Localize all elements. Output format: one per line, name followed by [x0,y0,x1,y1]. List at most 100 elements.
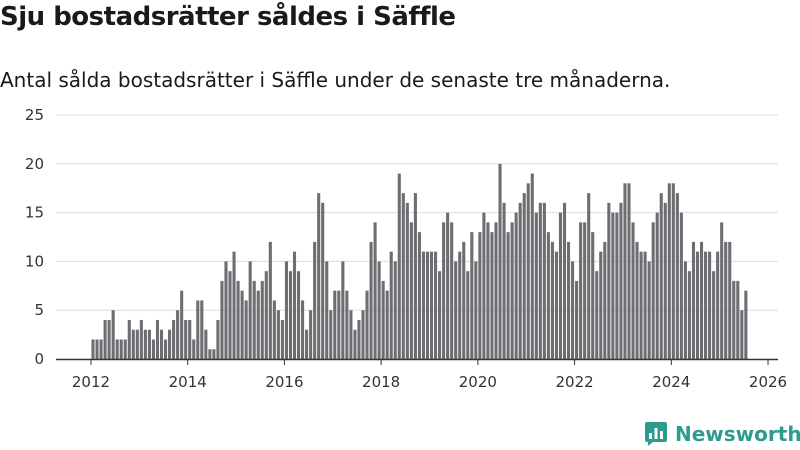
bar [647,261,651,359]
x-tick-label: 2016 [265,373,303,391]
bar [522,193,526,359]
bar [546,232,550,359]
bar [405,202,409,359]
bar [155,319,160,359]
bar [691,241,696,359]
bar [208,349,212,359]
newsworthy-logo-text: Newsworthy [675,422,800,446]
bar [337,290,341,359]
bar [256,290,260,359]
bar [200,300,204,359]
bar [252,280,256,359]
bar [317,193,321,359]
bar [659,193,663,359]
bar [554,251,558,359]
bar [494,222,498,359]
bar [232,251,236,359]
bar [119,339,123,359]
bar [413,193,417,359]
bar [107,319,111,359]
bar [131,329,135,359]
bar [357,319,361,359]
bar [321,202,325,359]
bar [192,339,196,359]
bar [409,222,413,359]
bar [353,329,357,359]
bar [143,329,147,359]
y-tick-label: 10 [25,252,44,270]
bar [264,271,268,359]
bar [627,183,631,359]
bar [635,241,639,359]
bar [599,251,603,359]
bar [147,329,151,359]
bar [566,241,571,359]
bar [736,280,740,359]
bar [724,241,728,359]
bar [655,212,659,359]
bar [268,241,272,359]
chart-title: Sju bostadsrätter såldes i Säffle [0,2,456,32]
bar [704,251,708,359]
bar [518,202,522,359]
bar [224,261,228,359]
bar [671,183,675,359]
y-tick-label: 20 [25,155,44,173]
bar [345,290,349,359]
y-tick-label: 5 [34,301,44,319]
bar [498,163,502,359]
bar [558,212,563,359]
bar [579,222,583,359]
bar [280,319,284,359]
bar [442,222,446,359]
bar [216,319,220,359]
bar [361,310,365,359]
bar [393,261,397,359]
bar [429,251,434,359]
bar [115,339,119,359]
bar [667,183,671,359]
bar [550,241,554,359]
bar [434,251,438,359]
bar [204,329,208,359]
chart-subtitle: Antal sålda bostadsrätter i Säffle under… [0,68,671,92]
bar [111,310,115,359]
bar [377,261,381,359]
bar [176,310,180,359]
bar [369,241,373,359]
bar [313,241,317,359]
bar [611,212,615,359]
bar [534,212,538,359]
x-tick-label: 2026 [749,373,787,391]
newsworthy-logo[interactable]: Newsworthy [644,420,800,448]
bar [603,241,607,359]
bar [248,261,252,359]
bar [744,290,748,359]
bar [244,300,248,359]
bar [381,280,385,359]
bar [587,193,591,359]
bar [284,261,288,359]
bar [421,251,426,359]
bar [397,173,401,359]
bar [446,212,450,359]
data-labels: 7 [745,0,755,4]
bar [583,222,587,359]
bar [712,271,716,359]
bar [168,329,172,359]
bar [99,339,103,359]
bar [159,329,164,359]
bar [486,222,490,359]
bar [732,280,736,359]
bar [474,261,478,359]
bar [591,232,595,359]
bar [643,251,647,359]
bar [301,300,305,359]
bar [212,349,216,359]
bar [526,183,530,359]
bar [538,202,542,359]
x-tick-label: 2024 [652,373,690,391]
bar [454,261,458,359]
bar [123,339,127,359]
